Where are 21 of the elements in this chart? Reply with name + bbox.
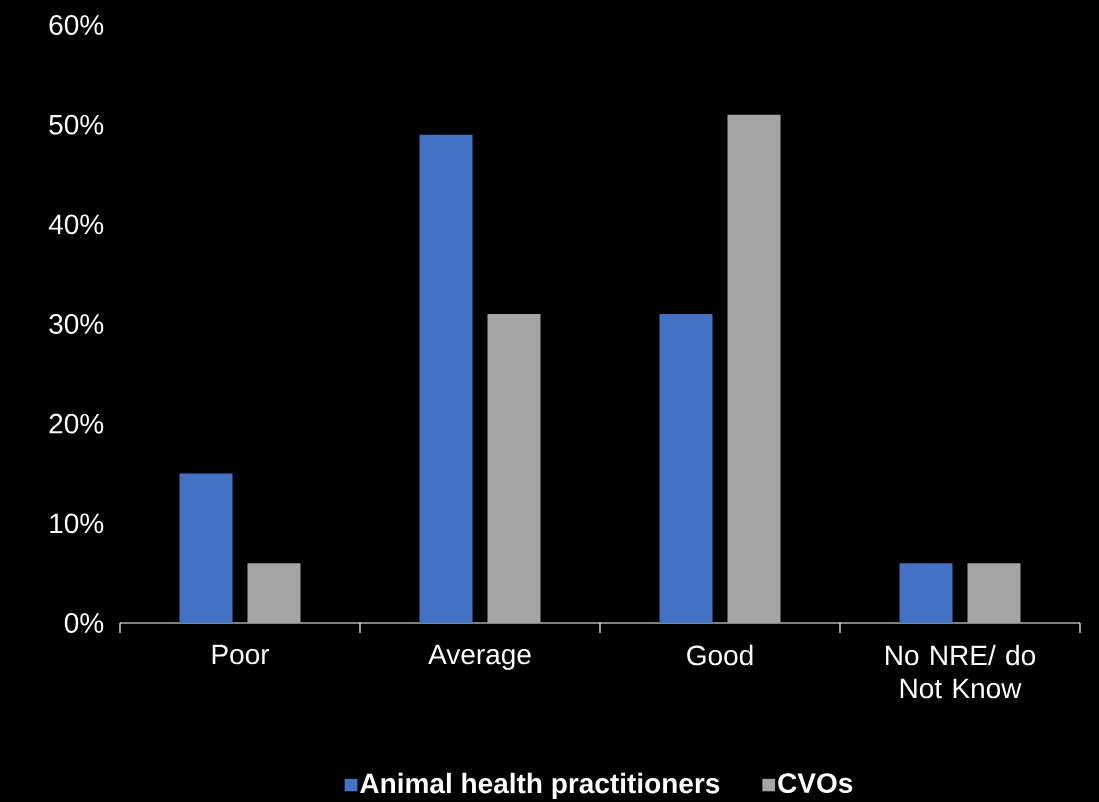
x-tick-label: No NRE/ do Not Know (886, 644, 1036, 699)
x-tick-label: Poor (212, 644, 270, 665)
bar (967, 563, 1021, 623)
bar (487, 314, 541, 623)
y-tick-label: 60% (49, 15, 104, 35)
y-tick-label: 30% (49, 314, 104, 334)
y-tick-label: 20% (49, 413, 104, 434)
legend-label: Animal health practitioners (360, 772, 720, 799)
x-tick-label: Good (687, 644, 753, 666)
bar (419, 134, 473, 623)
y-tick-label: 50% (49, 114, 104, 135)
y-tick-label: 10% (50, 513, 104, 534)
x-tick-label: Average (428, 644, 531, 670)
bar (247, 563, 301, 623)
bar (659, 314, 713, 623)
bar (179, 473, 233, 623)
bar (899, 563, 953, 623)
bar (727, 114, 781, 623)
y-tick-label: 0% (64, 613, 104, 633)
y-tick-label: 40% (48, 214, 104, 235)
legend-label: CVOs (778, 773, 853, 794)
